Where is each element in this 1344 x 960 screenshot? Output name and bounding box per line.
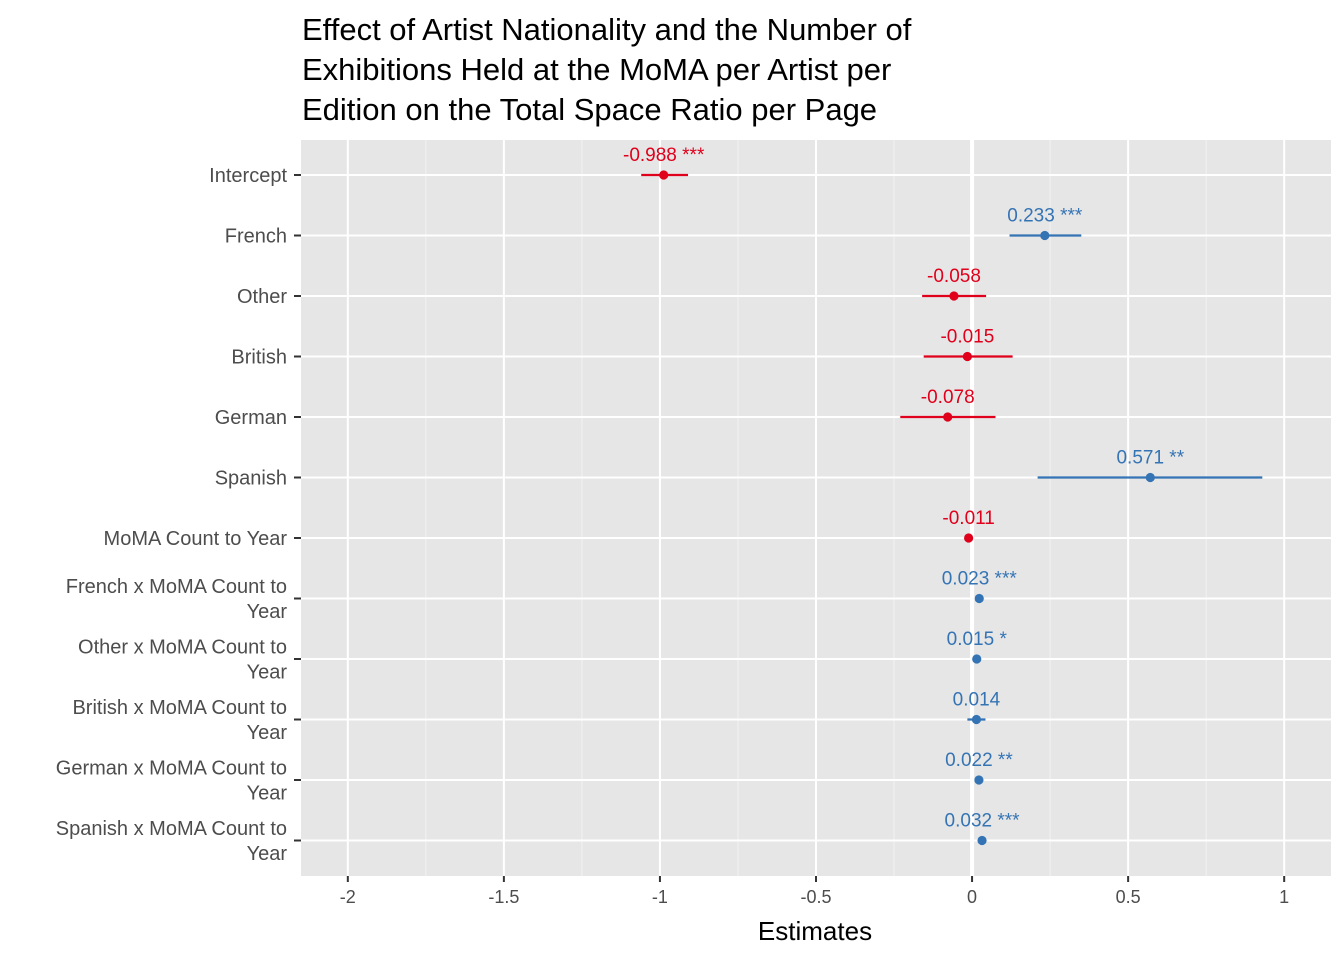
y-tick-label: Other (237, 286, 287, 308)
y-tick-label: French x MoMA Count to (66, 576, 287, 598)
x-tick-label: -1.5 (488, 887, 519, 907)
x-tick-label: -0.5 (800, 887, 831, 907)
estimate-label: 0.014 (953, 690, 1001, 711)
y-axis: Intercept French Other British German Spanish… (56, 165, 301, 865)
estimate-point (972, 654, 982, 664)
estimate-point (1040, 230, 1050, 241)
estimate-point (974, 775, 984, 785)
y-tick-label: British (231, 347, 287, 369)
x-tick-label: -1 (652, 887, 668, 907)
estimate-label: -0.078 (921, 387, 975, 408)
y-tick-label: German (215, 407, 287, 429)
x-axis: -2 -1.5 -1 -0.5 0 0.5 1 (340, 876, 1289, 907)
estimate-point (659, 170, 669, 180)
estimate-label: -0.015 (940, 327, 994, 348)
y-tick-label: Spanish (215, 468, 287, 490)
chart-title-line-3: Edition on the Total Space Ratio per Pag… (302, 92, 878, 127)
x-tick-label: 0.5 (1116, 887, 1141, 907)
estimate-label: 0.233 *** (1007, 206, 1083, 227)
estimate-point (943, 412, 953, 422)
y-tick-label: Year (247, 662, 288, 684)
estimate-point (977, 835, 987, 846)
y-tick-label: Year (247, 783, 288, 805)
estimate-label: 0.015 * (947, 629, 1008, 650)
x-axis-label: Estimates (758, 916, 872, 946)
y-tick-label: German x MoMA Count to (56, 758, 287, 780)
y-tick-label: Year (247, 601, 288, 623)
y-tick-label: Year (247, 722, 288, 744)
y-tick-label: Spanish x MoMA Count to (56, 818, 287, 840)
y-tick-label: Year (247, 843, 288, 865)
estimate-label: 0.571 ** (1116, 448, 1184, 469)
y-tick-label: MoMA Count to Year (104, 528, 288, 550)
estimate-point (964, 533, 974, 543)
estimate-label: -0.988 *** (623, 145, 705, 166)
estimate-point (1145, 472, 1155, 483)
estimate-label: 0.023 *** (942, 569, 1018, 590)
chart-title-line-1: Effect of Artist Nationality and the Num… (302, 12, 912, 47)
estimate-point (949, 291, 959, 301)
x-tick-label: 1 (1279, 887, 1289, 907)
y-tick-label: British x MoMA Count to (72, 697, 287, 719)
y-tick-label: French (225, 226, 287, 248)
y-tick-label: Intercept (209, 165, 287, 187)
grid-lines (301, 140, 1331, 876)
chart-title-line-2: Exhibitions Held at the MoMA per Artist … (302, 52, 892, 87)
estimate-point (974, 593, 984, 604)
estimate-marks: -0.988 *** 0.233 *** -0.058 -0.015 -0.078 0.5… (623, 145, 1263, 846)
y-tick-label: Other x MoMA Count to (78, 637, 287, 659)
chart-title: Effect of Artist Nationality and the Num… (302, 10, 1302, 130)
x-tick-label: -2 (340, 887, 356, 907)
estimate-label: 0.032 *** (945, 811, 1021, 832)
estimate-label: 0.022 ** (945, 750, 1013, 771)
x-tick-label: 0 (967, 887, 977, 907)
estimate-label: -0.058 (927, 266, 981, 287)
estimate-point (971, 714, 982, 725)
estimate-point (962, 351, 972, 362)
estimate-label: -0.011 (942, 508, 994, 529)
